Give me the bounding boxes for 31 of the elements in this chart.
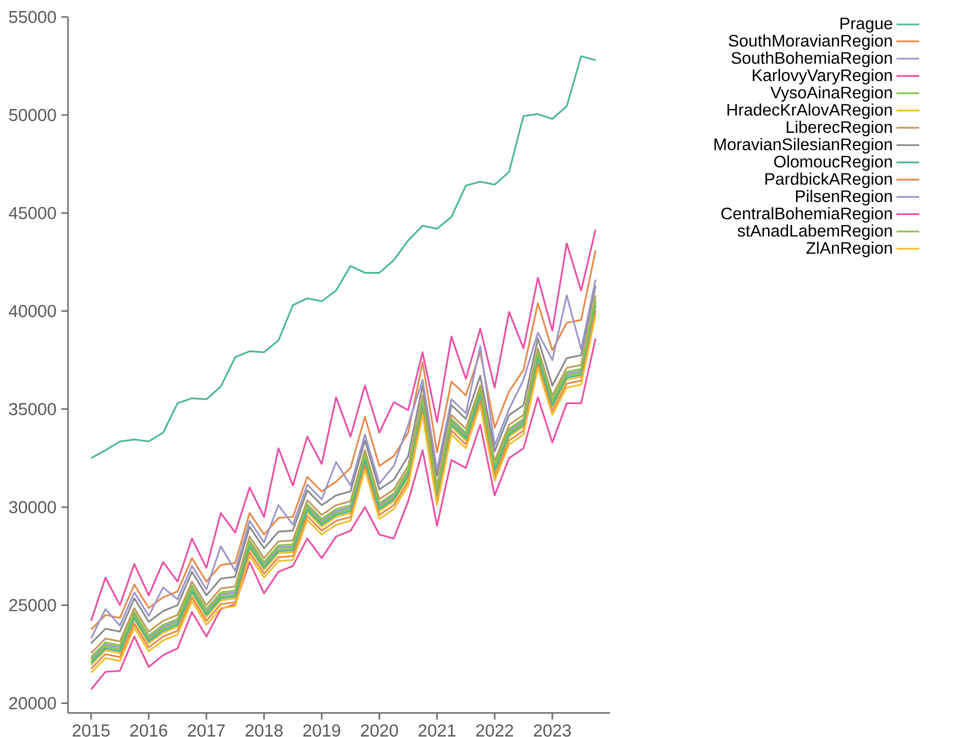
y-tick-label: 55000 [9,10,56,24]
legend-label: LiberecRegion [786,120,892,136]
x-tick-label: 2016 [130,724,168,737]
legend-label: PilsenRegion [796,190,892,206]
legend-label: MoravianSilesianRegion [714,138,892,154]
x-tick-label: 2017 [188,724,225,737]
legend-label: SouthMoravianRegion [728,34,892,50]
x-tick-label: 2021 [418,724,456,737]
y-tick-label: 30000 [9,500,56,514]
legend-label: CentralBohemiaRegion [721,207,892,223]
legend-label: HradecKrAlovARegion [728,103,892,120]
legend-label: OlomoucRegion [774,155,892,171]
y-tick-label: 45000 [8,206,56,220]
x-tick-label: 2018 [246,724,283,737]
legend-label: KarlovyVaryRegion [752,68,892,84]
x-tick-label: 2022 [476,724,514,737]
legend-label: SouthBohemiaRegion [732,52,892,68]
x-tick-label: 2015 [72,724,110,737]
y-tick-label: 35000 [9,402,56,416]
legend-label: VysoAinaRegion [770,86,892,102]
y-tick-label: 40000 [8,304,56,318]
legend-label: ZlAnRegion [806,242,892,258]
legend-label: PardbickARegion [765,172,892,188]
x-tick-label: 2023 [534,724,571,737]
y-tick-label: 50000 [9,108,56,122]
y-tick-label: 25000 [9,599,56,612]
y-tick-label: 20000 [9,697,56,710]
x-tick-label: 2019 [303,724,340,737]
x-tick-label: 2020 [360,724,398,737]
legend-label: Prague [840,18,892,33]
legend-label: stAnadLabemRegion [738,224,892,240]
